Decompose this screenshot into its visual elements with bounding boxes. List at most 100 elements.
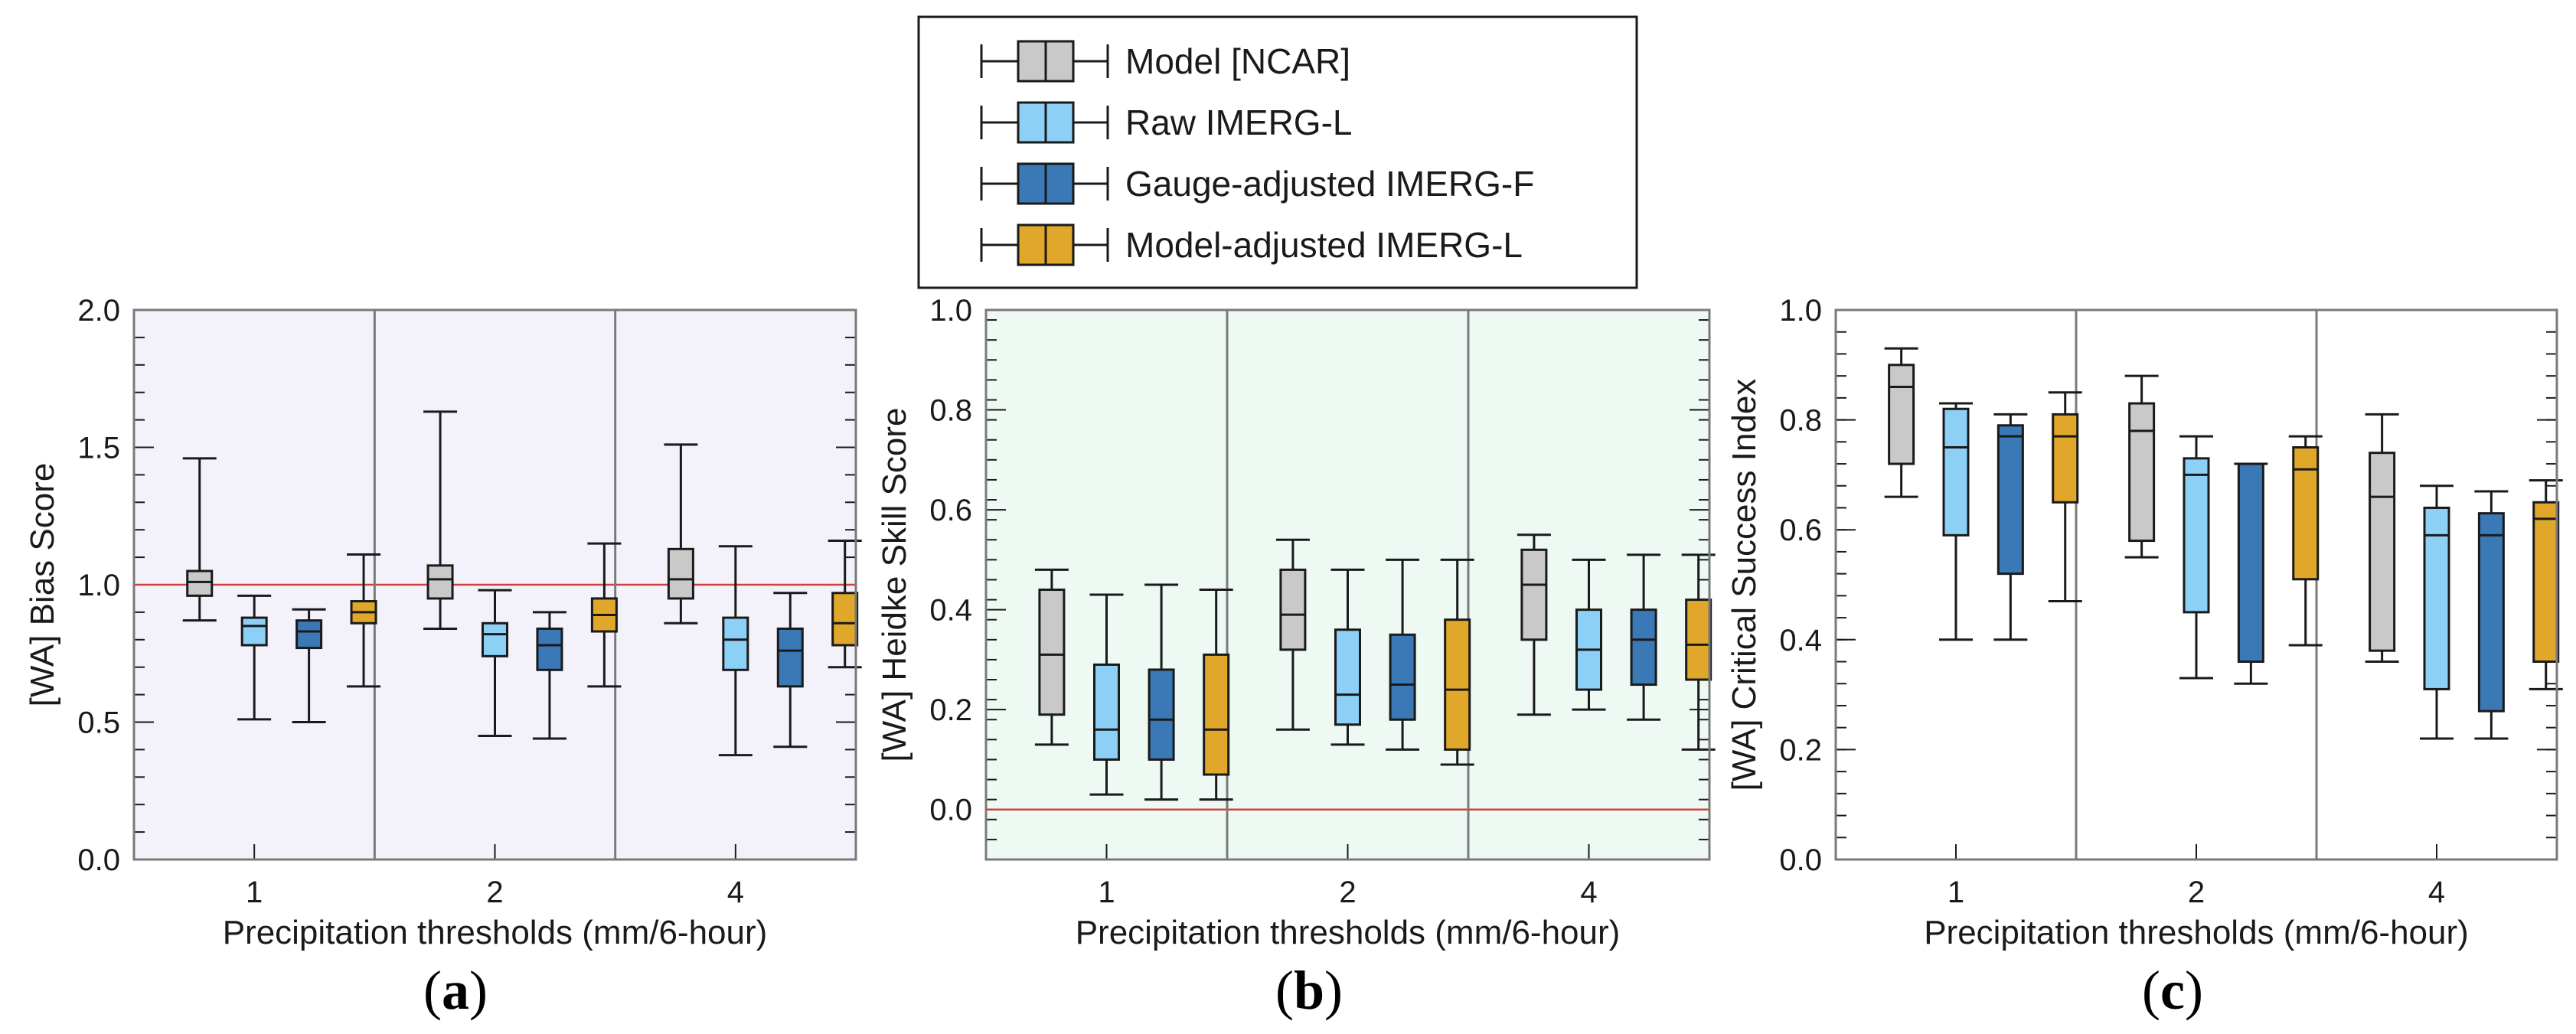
y-tick-label: 2.0 xyxy=(77,294,120,328)
box-iqr xyxy=(2292,446,2320,581)
panel-a: 0.0 0.5 1.0 1.5 2.0 1 2 4 Precipitation threshol… xyxy=(24,294,862,951)
panel-letter-close: ) xyxy=(2185,960,2203,1021)
x-tick-label: 4 xyxy=(727,876,744,909)
legend: Model [NCAR] Raw IMERG-L Gauge-adjusted IM… xyxy=(917,15,1638,289)
y-tick-label: 0.8 xyxy=(1779,404,1822,438)
box-plot xyxy=(2420,484,2454,740)
y-tick-label: 0.6 xyxy=(1779,514,1822,547)
box-iqr xyxy=(1630,608,1657,687)
box-plot xyxy=(1144,583,1179,801)
box-plot xyxy=(347,553,381,688)
y-tick-label: 0.0 xyxy=(1779,843,1822,877)
y-tick-label: 0.2 xyxy=(1779,733,1822,767)
x-tick-label: 4 xyxy=(1580,876,1597,909)
box-plot xyxy=(2474,490,2509,740)
box-plot xyxy=(2048,391,2082,603)
y-tick-label: 0.2 xyxy=(929,693,972,727)
panel-c: 0.0 0.2 0.4 0.6 0.8 1.0 1 2 4 Precipitation thres… xyxy=(1725,294,2563,951)
panel-letter: (a) xyxy=(423,960,488,1021)
box-iqr xyxy=(2369,452,2396,652)
box-plot xyxy=(423,410,458,630)
x-axis-label: Precipitation thresholds (mm/6-hour) xyxy=(223,914,768,951)
x-tick-label: 4 xyxy=(2428,876,2445,909)
box-iqr xyxy=(2183,457,2210,614)
box-iqr xyxy=(1942,407,1970,537)
box-iqr xyxy=(295,619,323,650)
y-tick-label: 1.0 xyxy=(929,294,972,328)
legend-label: Model-adjusted IMERG-L xyxy=(1125,225,1523,265)
box-plot xyxy=(2124,374,2159,559)
legend-item: Model-adjusted IMERG-L xyxy=(980,223,1523,266)
x-tick-label: 1 xyxy=(1098,876,1115,909)
box-iqr xyxy=(426,564,454,600)
y-tick-label: 1.5 xyxy=(77,432,120,465)
box-iqr xyxy=(1203,653,1230,776)
y-axis-label: [WA] Critical Success Index xyxy=(1725,379,1763,791)
box-plot xyxy=(1993,413,2028,641)
box-iqr xyxy=(1888,364,1915,465)
box-iqr xyxy=(2128,402,2156,543)
box-plot xyxy=(2179,435,2213,680)
box-iqr xyxy=(1279,568,1307,651)
box-iqr xyxy=(776,627,804,688)
y-axis-label: [WA] Heidke Skill Score xyxy=(876,408,913,762)
box-iqr xyxy=(240,616,268,647)
box-plot xyxy=(2529,479,2563,690)
box-plot xyxy=(1275,538,1310,731)
box-plot xyxy=(718,545,753,757)
y-axis-label: [WA] Bias Score xyxy=(24,463,61,707)
panel-letter-char: c xyxy=(2160,960,2185,1021)
box-plot xyxy=(2365,413,2399,664)
legend-label: Model [NCAR] xyxy=(1125,41,1350,81)
x-tick-label: 2 xyxy=(2188,876,2205,909)
y-tick-label: 0.8 xyxy=(929,394,972,428)
box-plot xyxy=(1386,558,1420,751)
box-plot xyxy=(773,592,808,749)
y-tick-label: 0.5 xyxy=(77,706,120,740)
panel-letter-close: ) xyxy=(469,960,488,1021)
x-axis-label: Precipitation thresholds (mm/6-hour) xyxy=(1924,914,2469,951)
panel-letter-open: ( xyxy=(2142,960,2160,1021)
y-tick-label: 0.0 xyxy=(929,794,972,827)
y-tick-label: 1.0 xyxy=(77,569,120,602)
box-plot xyxy=(1440,558,1474,766)
panel-letter-open: ( xyxy=(423,960,442,1021)
box-plot xyxy=(237,594,272,721)
x-tick-label: 1 xyxy=(1948,876,1964,909)
panel-letter: (b) xyxy=(1275,960,1343,1021)
box-plot xyxy=(1572,558,1606,711)
box-plot xyxy=(1517,533,1551,716)
panel-letter: (c) xyxy=(2142,960,2203,1021)
box-iqr xyxy=(722,616,749,671)
legend-item: Gauge-adjusted IMERG-F xyxy=(980,162,1534,205)
box-plot xyxy=(1884,347,1918,498)
y-tick-label: 0.4 xyxy=(929,594,972,628)
box-plot xyxy=(1089,593,1124,796)
box-iqr xyxy=(536,627,563,671)
x-tick-label: 2 xyxy=(1339,876,1356,909)
box-iqr xyxy=(482,621,508,657)
box-plot xyxy=(1939,402,1973,641)
panel-b: 0.0 0.2 0.4 0.6 0.8 1.0 1 2 4 Precipitation thres… xyxy=(876,294,1716,951)
panel-letter-char: b xyxy=(1294,960,1324,1021)
box-iqr xyxy=(2423,506,2450,690)
box-iqr xyxy=(1148,668,1175,761)
box-iqr xyxy=(1334,628,1361,726)
box-iqr xyxy=(1093,663,1120,761)
box-iqr xyxy=(1520,548,1548,641)
box-plot xyxy=(664,443,698,625)
plot-frame xyxy=(132,308,857,861)
x-tick-label: 1 xyxy=(246,876,263,909)
legend-item: Raw IMERG-L xyxy=(980,101,1352,144)
box-iqr xyxy=(2237,462,2264,664)
box-iqr xyxy=(186,569,214,597)
box-iqr xyxy=(831,592,859,647)
panel-letter-open: ( xyxy=(1275,960,1294,1021)
box-plot xyxy=(1199,589,1233,801)
box-plot xyxy=(1627,553,1661,721)
box-iqr xyxy=(1444,618,1471,751)
box-iqr xyxy=(1389,633,1416,721)
y-tick-label: 1.0 xyxy=(1779,294,1822,328)
panel-letter-char: a xyxy=(442,960,469,1021)
